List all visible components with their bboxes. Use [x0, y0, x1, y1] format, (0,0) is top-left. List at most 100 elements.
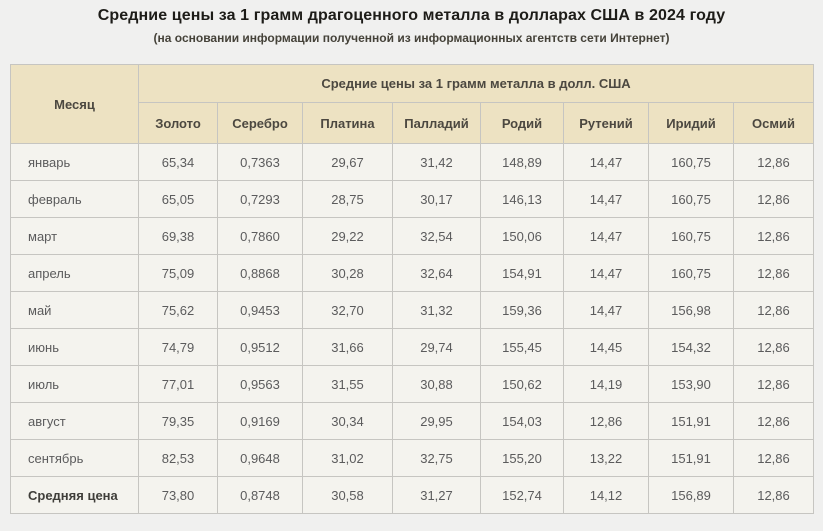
price-cell: 156,89 [648, 476, 734, 514]
price-cell: 79,35 [138, 402, 218, 440]
price-cell: 150,62 [480, 365, 564, 403]
group-column-header: Средние цены за 1 грамм металла в долл. … [138, 64, 814, 103]
price-cell: 150,06 [480, 217, 564, 255]
price-cell: 31,66 [302, 328, 393, 366]
price-cell: 14,45 [563, 328, 649, 366]
price-cell: 0,8748 [217, 476, 303, 514]
price-cell: 0,8868 [217, 254, 303, 292]
month-cell: август [10, 402, 139, 440]
table-row: февраль 65,05 0,7293 28,75 30,17 146,13 14,47 1… [10, 180, 814, 218]
price-cell: 12,86 [733, 180, 814, 218]
column-header-rhodium: Родий [480, 102, 564, 144]
table-row: март 69,38 0,7860 29,22 32,54 150,06 14,47 160,… [10, 217, 814, 255]
price-cell: 0,9169 [217, 402, 303, 440]
price-cell: 12,86 [733, 291, 814, 329]
price-cell: 160,75 [648, 217, 734, 255]
price-cell: 0,9648 [217, 439, 303, 477]
table-row: апрель 75,09 0,8868 30,28 32,64 154,91 14,47 16… [10, 254, 814, 292]
price-cell: 28,75 [302, 180, 393, 218]
price-cell: 0,9563 [217, 365, 303, 403]
price-cell: 0,7860 [217, 217, 303, 255]
price-cell: 0,7293 [217, 180, 303, 218]
price-cell: 153,90 [648, 365, 734, 403]
table-header: Месяц Средние цены за 1 грамм металла в … [10, 64, 814, 144]
price-cell: 0,9512 [217, 328, 303, 366]
table-row: август 79,35 0,9169 30,34 29,95 154,03 12,86 15… [10, 402, 814, 440]
column-header-ruthenium: Рутений [563, 102, 649, 144]
month-cell: Средняя цена [10, 476, 139, 514]
price-cell: 160,75 [648, 254, 734, 292]
metal-header-row: Золото Серебро Платина Палладий Родий Ру… [11, 102, 814, 144]
month-cell: июль [10, 365, 139, 403]
table-row: май 75,62 0,9453 32,70 31,32 159,36 14,47 156,9… [10, 291, 814, 329]
table-row: сентябрь 82,53 0,9648 31,02 32,75 155,20 13,22… [10, 439, 814, 477]
price-cell: 75,09 [138, 254, 218, 292]
price-cell: 156,98 [648, 291, 734, 329]
price-cell: 14,47 [563, 217, 649, 255]
price-cell: 159,36 [480, 291, 564, 329]
price-cell: 31,02 [302, 439, 393, 477]
price-cell: 31,55 [302, 365, 393, 403]
price-cell: 14,47 [563, 143, 649, 181]
price-cell: 146,13 [480, 180, 564, 218]
price-cell: 151,91 [648, 402, 734, 440]
price-cell: 155,45 [480, 328, 564, 366]
price-cell: 14,19 [563, 365, 649, 403]
page-title: Средние цены за 1 грамм драгоценного мет… [97, 7, 726, 24]
price-cell: 30,34 [302, 402, 393, 440]
price-cell: 75,62 [138, 291, 218, 329]
table-row: январь 65,34 0,7363 29,67 31,42 148,89 14,47 16… [10, 143, 814, 181]
column-header-gold: Золото [138, 102, 218, 144]
price-cell: 77,01 [138, 365, 218, 403]
price-cell: 30,28 [302, 254, 393, 292]
month-cell: март [10, 217, 139, 255]
price-cell: 74,79 [138, 328, 218, 366]
price-cell: 29,74 [392, 328, 481, 366]
month-cell: февраль [10, 180, 139, 218]
table-row: июнь 74,79 0,9512 31,66 29,74 155,45 14,45 154,… [10, 328, 814, 366]
group-header-row: Месяц Средние цены за 1 грамм металла в … [10, 64, 814, 144]
month-cell: январь [10, 143, 139, 181]
price-cell: 12,86 [733, 328, 814, 366]
price-cell: 30,58 [302, 476, 393, 514]
price-cell: 12,86 [733, 402, 814, 440]
price-cell: 148,89 [480, 143, 564, 181]
page-subtitle: (на основании информации полученной из и… [153, 31, 670, 45]
table-row: июль 77,01 0,9563 31,55 30,88 150,62 14,19 153,… [10, 365, 814, 403]
price-cell: 32,64 [392, 254, 481, 292]
price-cell: 0,7363 [217, 143, 303, 181]
month-cell: май [10, 291, 139, 329]
column-header-platinum: Платина [302, 102, 393, 144]
price-cell: 30,17 [392, 180, 481, 218]
month-cell: апрель [10, 254, 139, 292]
price-cell: 12,86 [733, 439, 814, 477]
price-cell: 151,91 [648, 439, 734, 477]
price-cell: 73,80 [138, 476, 218, 514]
price-cell: 30,88 [392, 365, 481, 403]
metal-prices-table: Месяц Средние цены за 1 грамм металла в … [10, 64, 814, 514]
price-cell: 65,34 [138, 143, 218, 181]
price-cell: 82,53 [138, 439, 218, 477]
price-cell: 0,9453 [217, 291, 303, 329]
price-cell: 29,95 [392, 402, 481, 440]
price-cell: 154,32 [648, 328, 734, 366]
price-cell: 154,03 [480, 402, 564, 440]
table-row-average: Средняя цена 73,80 0,8748 30,58 31,27 152,74 1… [10, 476, 814, 514]
price-cell: 14,47 [563, 254, 649, 292]
price-cell: 12,86 [733, 217, 814, 255]
column-header-palladium: Палладий [392, 102, 481, 144]
price-cell: 152,74 [480, 476, 564, 514]
price-cell: 12,86 [733, 254, 814, 292]
price-cell: 31,32 [392, 291, 481, 329]
price-cell: 69,38 [138, 217, 218, 255]
price-cell: 160,75 [648, 180, 734, 218]
price-cell: 29,67 [302, 143, 393, 181]
table-body: январь 65,34 0,7363 29,67 31,42 148,89 14,47 16… [10, 143, 814, 514]
price-cell: 12,86 [733, 476, 814, 514]
price-cell: 14,47 [563, 291, 649, 329]
price-cell: 160,75 [648, 143, 734, 181]
price-cell: 12,86 [733, 143, 814, 181]
price-cell: 14,12 [563, 476, 649, 514]
price-cell: 31,27 [392, 476, 481, 514]
price-cell: 14,47 [563, 180, 649, 218]
